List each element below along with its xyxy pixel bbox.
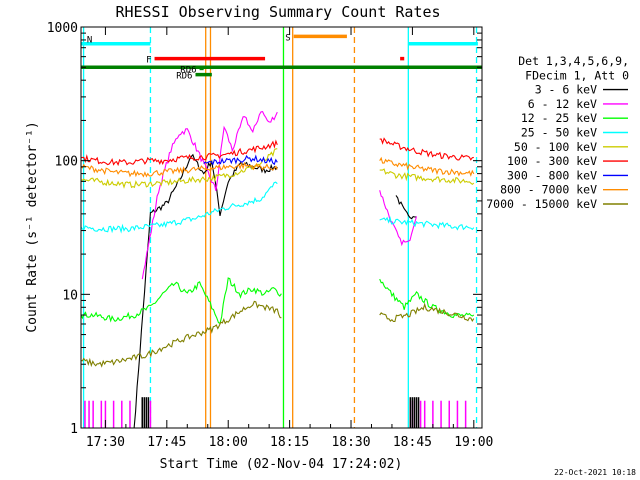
series-800-7000-kev-line-1 — [81, 161, 278, 178]
legend-label-300-800-kev: 300 - 800 keV — [507, 168, 597, 182]
legend-label-12-25-kev: 12 - 25 keV — [521, 111, 597, 125]
y-tick-label-3: 100 — [55, 155, 78, 170]
y-axis-label: Count Rate (s⁻¹ detector⁻¹) — [25, 121, 40, 332]
y-axis: 1 10 100 1000 — [47, 21, 482, 437]
series-7000-15000-kev-line-1 — [81, 300, 282, 368]
legend-header-2: FDecim 1, Att 0 — [525, 68, 629, 82]
legend-label-100-300-kev: 100 - 300 keV — [507, 154, 597, 168]
flag-label-f-2: F — [146, 56, 151, 66]
event-marker-lines — [82, 27, 478, 428]
series-50-100-kev-line-1 — [81, 148, 278, 189]
legend-label-800-7000-kev: 800 - 7000 keV — [500, 183, 597, 197]
x-axis: 17:30 17:45 18:00 18:15 18:30 18:45 19:00 — [86, 27, 493, 450]
x-tick-label-3: 18:00 — [209, 435, 248, 450]
flag-label-rd6-6: RD6 — [180, 65, 196, 75]
series-100-300-kev-line-1 — [81, 139, 278, 167]
legend: Det 1,3,4,5,6,9,FDecim 1, Att 03 - 6 keV… — [486, 54, 629, 211]
flag-label-rd6-5: RD6 — [176, 72, 192, 82]
y-tick-label-2: 10 — [62, 288, 78, 303]
series-12-25-kev-line-2 — [379, 278, 475, 319]
x-tick-label-2: 17:45 — [147, 435, 186, 450]
series-25-50-kev-line-2 — [379, 216, 475, 231]
footer-date: 22-Oct-2021 10:18 — [554, 468, 636, 477]
legend-label-3-6-kev: 3 - 6 keV — [535, 83, 597, 97]
x-tick-label-7: 19:00 — [454, 435, 493, 450]
flag-bars — [81, 34, 482, 77]
series-50-100-kev-line-2 — [379, 168, 475, 186]
legend-label-25-50-kev: 25 - 50 keV — [521, 126, 597, 140]
legend-label-50-100-kev: 50 - 100 keV — [514, 140, 597, 154]
y-tick-label-4: 1000 — [47, 21, 78, 36]
x-axis-label: Start Time (02-Nov-04 17:24:02) — [160, 457, 403, 472]
x-tick-label-1: 17:30 — [86, 435, 125, 450]
flag-label-s-3: S — [285, 33, 290, 43]
chart-title: RHESSI Observing Summary Count Rates — [115, 3, 440, 21]
legend-header-1: Det 1,3,4,5,6,9, — [518, 54, 629, 68]
series-25-50-kev-line-1 — [81, 181, 278, 234]
series-3-6-kev-line-2 — [395, 195, 417, 220]
series-12-25-kev-line-1 — [81, 277, 282, 325]
x-tick-label-5: 18:30 — [331, 435, 370, 450]
series-7000-15000-kev-line-2 — [379, 302, 475, 323]
flag-label-n-1: N — [87, 36, 92, 46]
legend-label-7000-15000-kev: 7000 - 15000 keV — [486, 197, 597, 211]
legend-label-6-12-kev: 6 - 12 keV — [528, 97, 597, 111]
series-300-800-kev-line-1 — [203, 154, 278, 166]
series-100-300-kev-line-2 — [379, 137, 474, 161]
plot-frame — [80, 26, 483, 429]
y-tick-label-1: 1 — [70, 422, 78, 437]
x-tick-label-4: 18:15 — [270, 435, 309, 450]
x-tick-label-6: 18:45 — [393, 435, 432, 450]
series-800-7000-kev-line-2 — [379, 156, 475, 177]
series-group — [81, 110, 475, 428]
series-6-12-kev-line-3 — [379, 190, 418, 247]
